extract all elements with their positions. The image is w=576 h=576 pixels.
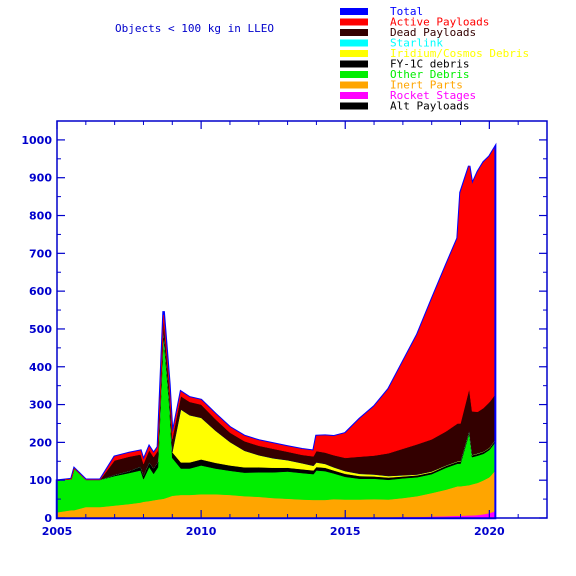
legend-swatch-starlink	[340, 39, 368, 47]
legend-swatch-total	[340, 8, 368, 15]
x-tick-label: 2010	[186, 525, 217, 538]
y-tick-label: 200	[29, 436, 52, 449]
legend-swatch-iridium-cosmos-debris	[340, 50, 368, 57]
y-tick-label: 600	[29, 285, 52, 298]
legend-swatch-alt-payloads	[340, 102, 368, 110]
y-tick-label: 300	[29, 399, 52, 412]
y-tick-label: 500	[29, 323, 52, 336]
x-tick-label: 2005	[42, 525, 73, 538]
legend-label-alt-payloads: Alt Payloads	[390, 100, 469, 113]
legend-label-dead-payloads: Dead Payloads	[390, 26, 476, 39]
x-tick-label: 2015	[330, 525, 361, 538]
chart-title: Objects < 100 kg in LLEO	[115, 22, 274, 35]
y-tick-label: 1000	[21, 134, 52, 147]
legend-label-total: Total	[390, 5, 423, 18]
legend-swatch-fy-1c-debris	[340, 60, 368, 68]
legend-label-iridium-cosmos-debris: Iridium/Cosmos Debris	[390, 47, 529, 60]
y-tick-label: 400	[29, 361, 52, 374]
legend-label-active-payloads: Active Payloads	[390, 16, 489, 29]
legend-label-starlink: Starlink	[390, 37, 443, 50]
legend-swatch-dead-payloads	[340, 29, 368, 36]
y-tick-label: 700	[29, 247, 52, 260]
x-tick-label: 2020	[474, 525, 505, 538]
x-axis: 2005 2010 2015 2020	[42, 121, 519, 538]
y-tick-label: 800	[29, 210, 52, 223]
y-tick-label: 0	[44, 512, 52, 525]
legend-label-other-debris: Other Debris	[390, 68, 469, 81]
legend-label-fy-1c-debris: FY-1C debris	[390, 58, 469, 71]
plot-frame	[56, 120, 548, 519]
legend-swatch-other-debris	[340, 71, 368, 78]
y-axis: 0 100 200 300 400 500 600 700 800 900 1000	[21, 134, 547, 525]
series-areas	[55, 142, 497, 520]
series-area-active-payloads	[56, 146, 496, 481]
y-tick-label: 100	[29, 474, 52, 487]
legend-swatch-inert-parts	[340, 81, 368, 89]
legend-swatch-rocket-stages	[340, 92, 368, 99]
y-tick-label: 900	[29, 172, 52, 185]
legend-swatch-active-payloads	[340, 18, 368, 26]
legend-label-inert-parts: Inert Parts	[390, 79, 463, 92]
legend-label-rocket-stages: Rocket Stages	[390, 89, 476, 102]
